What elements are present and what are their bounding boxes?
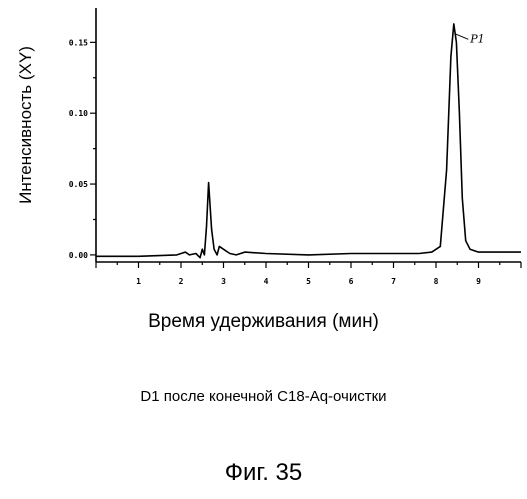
- x-tick-label: 4: [264, 277, 269, 286]
- axes: 1 2 3 4 5 6 7 8 9 0.00 0.05 0.10 0.15: [69, 8, 522, 286]
- annotations: P1: [454, 32, 485, 45]
- x-tick-label: 5: [306, 277, 311, 286]
- y-tick-label: 0.15: [69, 38, 88, 47]
- peak-label: P1: [469, 32, 484, 45]
- chart-marks: [96, 23, 521, 259]
- chromatogram-trace: [96, 23, 521, 259]
- x-tick-label: 3: [221, 277, 226, 286]
- y-axis-label: Интенсивность (XY): [16, 46, 35, 204]
- figure-label: Фиг. 35: [224, 459, 303, 486]
- x-tick-label: 7: [391, 277, 396, 286]
- chart-subtitle: D1 после конечной С18-Aq-очистки: [140, 388, 387, 405]
- x-tick-label: 9: [476, 277, 481, 286]
- y-tick-label: 0.05: [69, 180, 88, 189]
- x-tick-label: 2: [179, 277, 184, 286]
- y-tick-label: 0.00: [69, 251, 88, 260]
- x-tick-label: 1: [136, 277, 141, 286]
- x-axis-label: Время удерживания (мин): [148, 311, 379, 332]
- x-tick-label: 8: [434, 277, 439, 286]
- y-tick-label: 0.10: [69, 109, 88, 118]
- peak-label-leader: [454, 33, 469, 40]
- chromatogram-chart: 1 2 3 4 5 6 7 8 9 0.00 0.05 0.10 0.15 P1: [69, 8, 522, 286]
- x-tick-label: 6: [349, 277, 354, 286]
